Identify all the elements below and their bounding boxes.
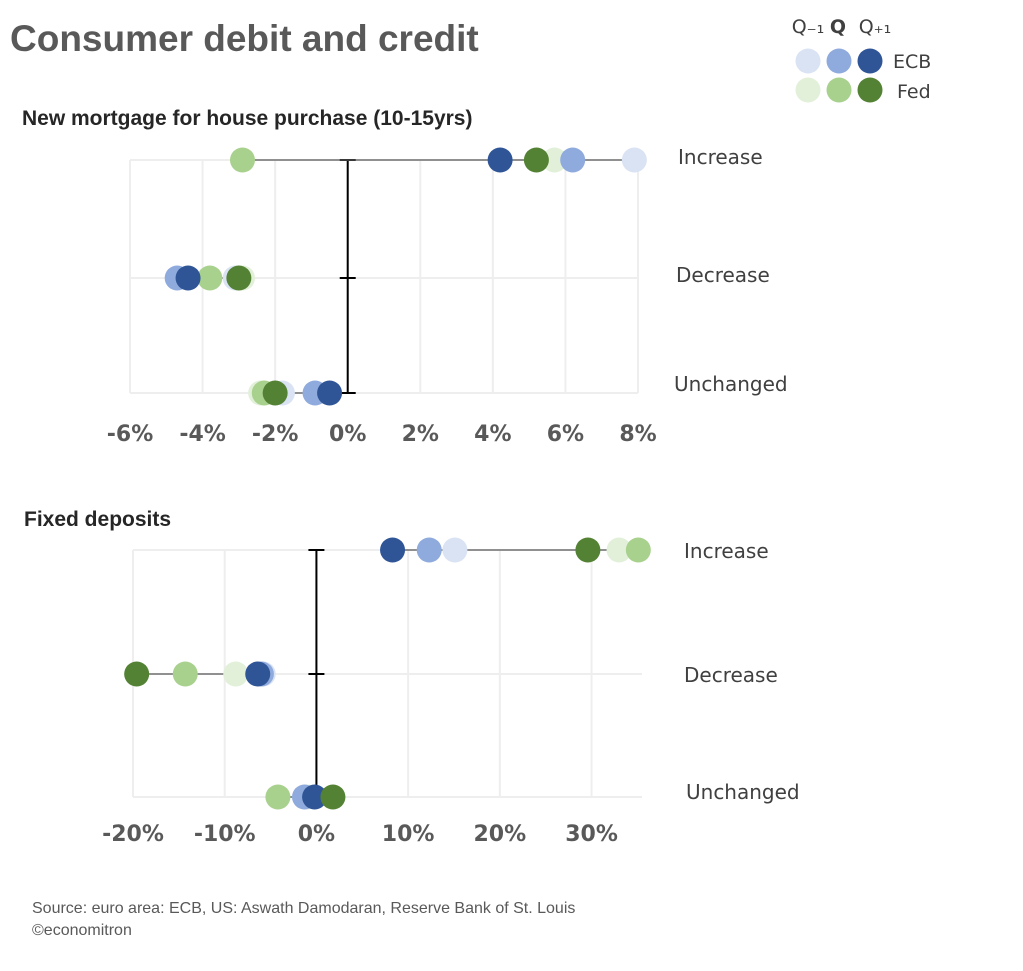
legend-dot-ecb	[795, 48, 821, 74]
x-tick-label: 6%	[547, 422, 584, 447]
page-title: Consumer debit and credit	[10, 18, 479, 59]
legend-dot-ecb	[826, 48, 852, 74]
legend-dot-ecb	[857, 48, 883, 74]
copyright-text: ©economitron	[32, 922, 132, 939]
dot-fed-q	[197, 265, 223, 291]
dot-fed-q-1	[223, 661, 249, 687]
dot-ecb-q-1	[621, 147, 647, 173]
dot-fed-q-1	[542, 147, 568, 173]
legend-dot-fed	[795, 77, 821, 103]
dot-ecb-qplus1	[487, 147, 513, 173]
category-label-unchanged: Unchanged	[686, 780, 800, 804]
dot-fed-qplus1	[226, 265, 252, 291]
x-tick-label: 4%	[474, 422, 511, 447]
category-label-decrease: Decrease	[684, 663, 778, 687]
dot-ecb-q	[560, 147, 586, 173]
dot-fed-q	[172, 661, 198, 687]
x-tick-label: -6%	[107, 422, 153, 447]
dot-ecb-q	[416, 537, 442, 563]
source-note: Source: euro area: ECB, US: Aswath Damod…	[32, 898, 575, 942]
x-tick-label: 10%	[382, 822, 435, 847]
category-label-decrease: Decrease	[676, 263, 770, 287]
dot-fed-q	[625, 537, 651, 563]
dot-fed-qplus1	[124, 661, 150, 687]
legend-label-ecb: ECB	[893, 51, 931, 73]
category-label-increase: Increase	[684, 539, 769, 563]
legend-label-fed: Fed	[897, 81, 931, 103]
x-tick-label: -20%	[102, 822, 164, 847]
dot-ecb-qplus1	[245, 661, 271, 687]
x-tick-label: 8%	[619, 422, 656, 447]
x-tick-label: 30%	[565, 822, 618, 847]
x-tick-label: 0%	[329, 422, 366, 447]
dot-ecb-qplus1	[317, 380, 343, 406]
x-tick-label: -4%	[179, 422, 225, 447]
x-tick-label: 0%	[298, 822, 335, 847]
x-tick-label: 20%	[474, 822, 527, 847]
chart-2-title: Fixed deposits	[24, 508, 172, 531]
x-tick-label: 2%	[402, 422, 439, 447]
legend-header: Q₊₁	[859, 16, 892, 38]
dot-fed-qplus1	[262, 380, 288, 406]
dot-fed-q	[229, 147, 255, 173]
x-tick-label: -2%	[252, 422, 298, 447]
dot-fed-qplus1	[320, 784, 346, 810]
dot-ecb-qplus1	[302, 784, 328, 810]
category-label-increase: Increase	[678, 145, 763, 169]
dot-fed-q	[265, 784, 291, 810]
legend-dot-fed	[857, 77, 883, 103]
dot-fed-qplus1	[575, 537, 601, 563]
dot-ecb-qplus1	[175, 265, 201, 291]
dot-ecb-qplus1	[380, 537, 406, 563]
dot-fed-qplus1	[523, 147, 549, 173]
dot-fed-q-1	[606, 537, 632, 563]
legend-dot-fed	[826, 77, 852, 103]
x-tick-label: -10%	[194, 822, 256, 847]
dot-ecb-q-1	[442, 537, 468, 563]
legend-header: Q	[830, 16, 846, 38]
category-label-unchanged: Unchanged	[674, 372, 788, 396]
source-text: Source: euro area: ECB, US: Aswath Damod…	[32, 900, 576, 917]
chart-1-title: New mortgage for house purchase (10-15yr…	[22, 107, 473, 130]
legend-header: Q₋₁	[792, 16, 825, 38]
